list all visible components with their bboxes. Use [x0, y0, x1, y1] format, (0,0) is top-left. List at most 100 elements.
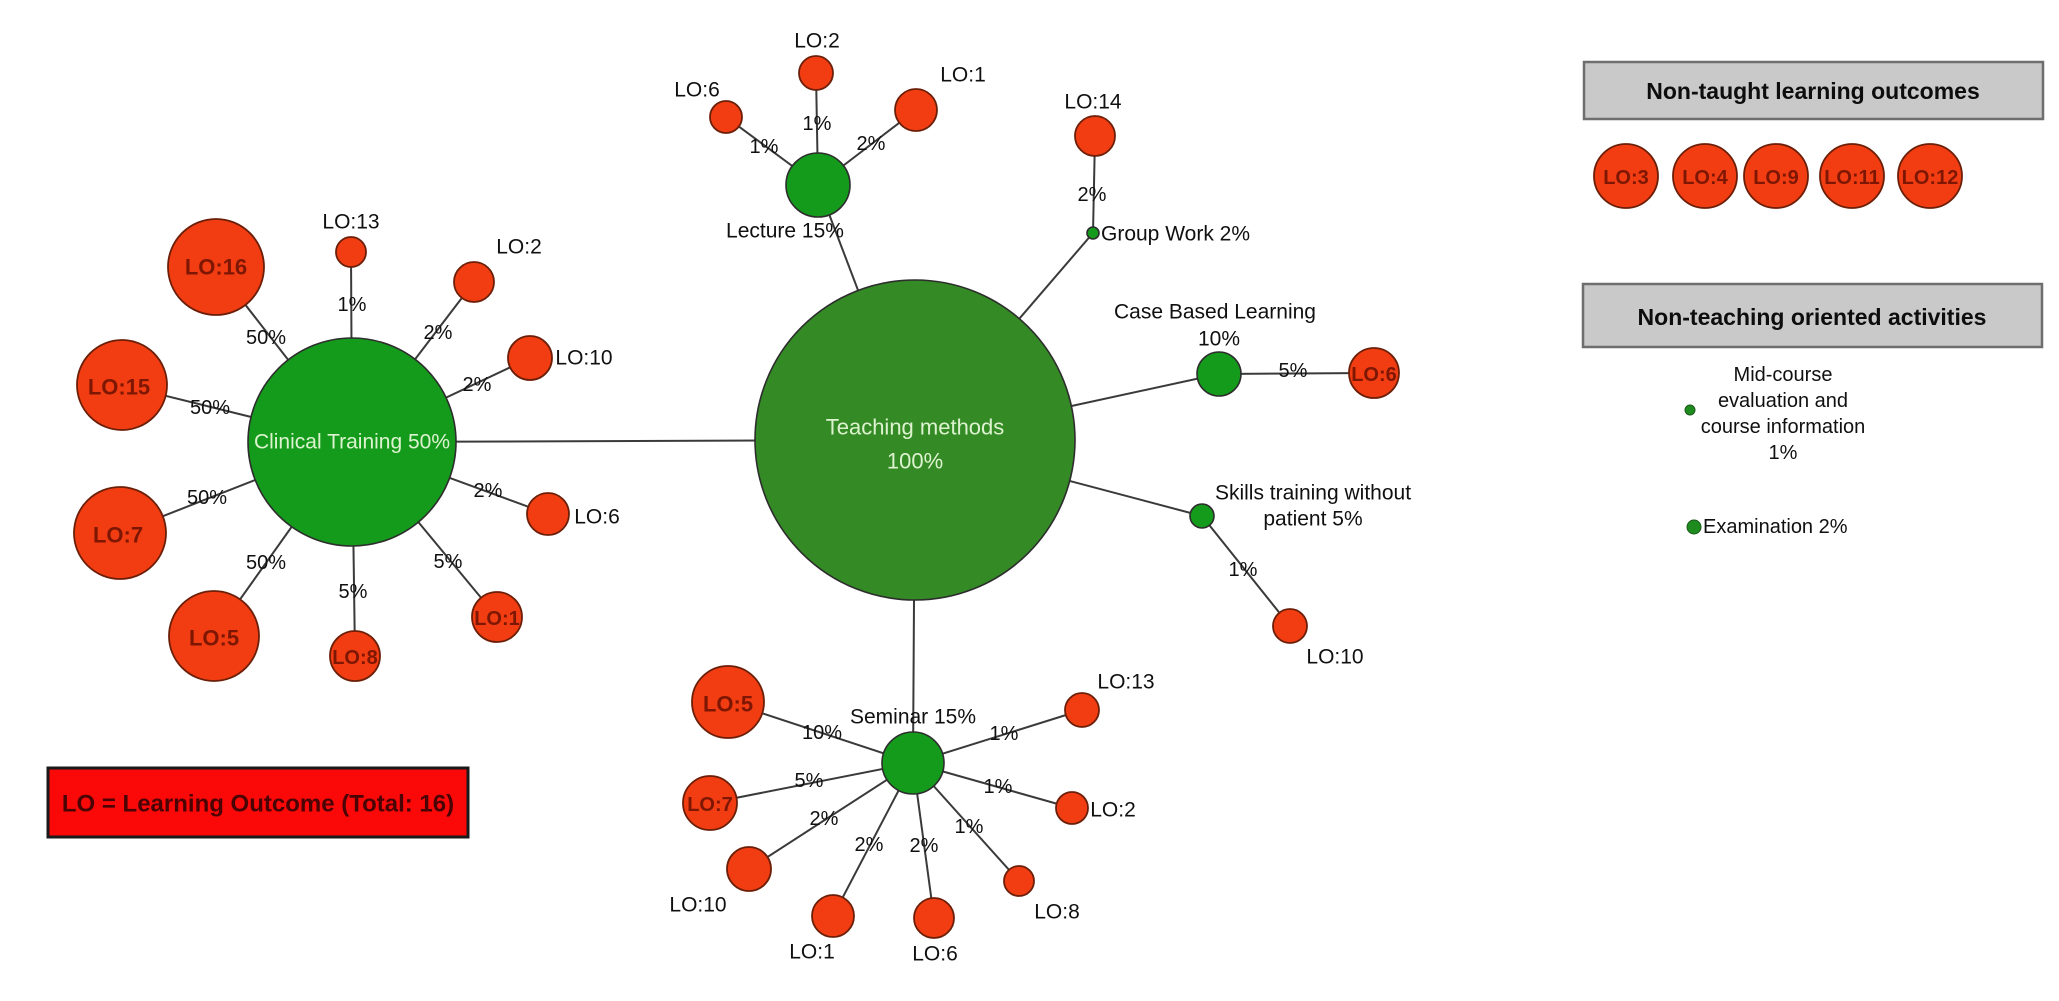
skills-label-line1: Skills training without: [1215, 482, 1411, 505]
midcourse-line1: Mid-course: [1734, 364, 1833, 386]
clinical-lo7-pct: 50%: [187, 487, 227, 509]
teaching-methods-label-line2: 100%: [887, 449, 943, 474]
lecture-lo6-label: LO:6: [674, 79, 720, 102]
seminar-lo2-node: [1055, 791, 1089, 825]
case-based-node: [1196, 351, 1242, 397]
lecture-lo1-node: [894, 88, 938, 132]
clinical-lo8-node: [329, 630, 381, 682]
lecture-node: [785, 152, 851, 218]
lecture-lo1-label: LO:1: [940, 64, 986, 87]
midcourse-line2: evaluation and: [1718, 390, 1848, 412]
casebased-lo6-label: LO:6: [1351, 364, 1397, 386]
seminar-lo2-label: LO:2: [1090, 799, 1136, 822]
non-teaching-header-box: [1581, 282, 2044, 349]
groupwork-lo14-pct: 2%: [1078, 184, 1107, 206]
clinical-training-node: [247, 337, 457, 547]
examination-label: Examination 2%: [1703, 516, 1848, 538]
clinical-lo7-label: LO:7: [93, 523, 143, 548]
edge-skills-lo10: [1201, 515, 1291, 627]
clinical-lo1-pct: 5%: [434, 551, 463, 573]
group-work-node: [1086, 226, 1100, 240]
clinical-lo6-label: LO:6: [574, 506, 620, 529]
non-taught-lo9-node: [1743, 143, 1809, 209]
seminar-lo5-node: [691, 665, 765, 739]
non-taught-lo12-label: LO:12: [1902, 167, 1959, 189]
clinical-training-label: Clinical Training 50%: [254, 431, 450, 454]
non-teaching-header: Non-teaching oriented activities: [1638, 304, 1987, 330]
seminar-outcome-nodes: [682, 665, 1100, 939]
non-taught-lo4-node: [1672, 143, 1738, 209]
lecture-lo2-pct: 1%: [803, 113, 832, 135]
seminar-lo13-node: [1064, 692, 1100, 728]
seminar-lo5-pct: 10%: [802, 722, 842, 744]
clinical-lo13-label: LO:13: [322, 211, 379, 234]
non-taught-lo11-label: LO:11: [1824, 167, 1880, 189]
clinical-lo2-pct: 2%: [424, 322, 453, 344]
clinical-lo10-node: [507, 335, 553, 381]
seminar-lo10-node: [726, 846, 772, 892]
teaching-methods-node: [754, 279, 1076, 601]
clinical-lo8-pct: 5%: [339, 581, 368, 603]
clinical-lo16-label: LO:16: [185, 255, 247, 280]
skills-lo10-pct: 1%: [1229, 559, 1258, 581]
seminar-lo13-pct: 1%: [990, 723, 1019, 745]
lecture-lo6-pct: 1%: [750, 136, 779, 158]
clinical-lo16-pct: 50%: [246, 327, 286, 349]
skills-lo10-label: LO:10: [1306, 646, 1363, 669]
clinical-lo5-node: [168, 590, 260, 682]
clinical-lo2-label: LO:2: [496, 236, 542, 259]
seminar-lo6-node: [913, 897, 955, 939]
seminar-lo5-label: LO:5: [703, 692, 753, 717]
lecture-label: Lecture 15%: [726, 220, 844, 243]
non-taught-lo3-node: [1593, 143, 1659, 209]
skills-lo10-node: [1272, 608, 1308, 644]
clinical-lo6-node: [526, 492, 570, 536]
lecture-lo2-node: [798, 55, 834, 91]
skills-label-line2: patient 5%: [1263, 508, 1362, 531]
clinical-lo15-node: [76, 339, 168, 431]
seminar-lo7-pct: 5%: [795, 770, 824, 792]
non-taught-lo9-label: LO:9: [1753, 167, 1799, 189]
edge-seminar-lo10: [748, 762, 914, 870]
non-taught-lo12-node: [1897, 143, 1963, 209]
non-taught-lo4-label: LO:4: [1682, 167, 1728, 189]
seminar-lo2-pct: 1%: [984, 776, 1013, 798]
midcourse-dot: [1684, 404, 1696, 416]
seminar-node: [881, 731, 945, 795]
lecture-lo1-pct: 2%: [857, 133, 886, 155]
clinical-lo13-pct: 1%: [338, 294, 367, 316]
clinical-lo10-label: LO:10: [555, 347, 612, 370]
non-taught-lo11-node: [1819, 143, 1885, 209]
midcourse-line4: 1%: [1769, 442, 1798, 464]
seminar-lo7-label: LO:7: [687, 794, 733, 816]
seminar-lo1-node: [811, 894, 855, 938]
clinical-lo16-node: [167, 218, 265, 316]
lecture-lo2-label: LO:2: [794, 30, 840, 53]
seminar-lo6-pct: 2%: [910, 835, 939, 857]
midcourse-line3: course information: [1701, 416, 1866, 438]
non-taught-nodes: LO:3 LO:4 LO:9 LO:11 LO:12: [1593, 143, 1963, 209]
case-based-label-line1: Case Based Learning: [1114, 301, 1316, 324]
clinical-lo15-label: LO:15: [88, 375, 150, 400]
clinical-lo1-node: [471, 591, 523, 643]
groupwork-lo14-label: LO:14: [1064, 91, 1122, 114]
clinical-lo10-pct: 2%: [463, 374, 492, 396]
seminar-label: Seminar 15%: [850, 706, 976, 729]
groupwork-lo14-node: [1074, 115, 1116, 157]
non-taught-lo3-label: LO:3: [1603, 167, 1649, 189]
casebased-lo6-pct: 5%: [1279, 360, 1308, 382]
skills-training-node: [1189, 503, 1215, 529]
group-work-label: Group Work 2%: [1101, 223, 1250, 246]
legend-text: LO = Learning Outcome (Total: 16): [62, 791, 454, 818]
seminar-lo7-node: [682, 775, 738, 831]
clinical-lo8-label: LO:8: [332, 647, 378, 669]
seminar-lo8-pct: 1%: [955, 816, 984, 838]
seminar-lo13-label: LO:13: [1097, 671, 1154, 694]
clinical-lo15-pct: 50%: [190, 397, 230, 419]
clinical-outcome-nodes: [73, 218, 570, 682]
lecture-lo6-node: [709, 100, 743, 134]
clinical-lo1-label: LO:1: [474, 608, 520, 630]
teaching-methods-label-line1: Teaching methods: [826, 415, 1005, 440]
